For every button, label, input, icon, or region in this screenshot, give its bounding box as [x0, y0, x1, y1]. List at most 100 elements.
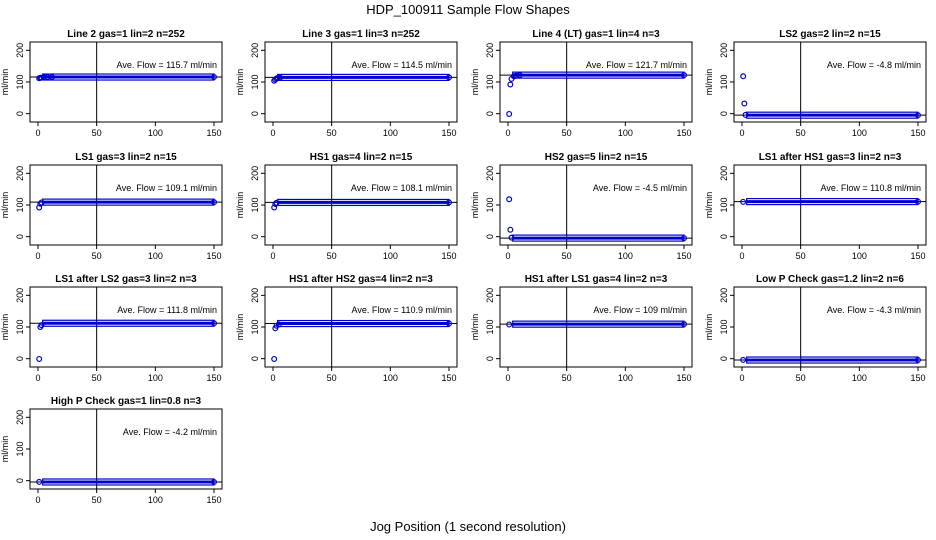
- panel-2: Line 3 gas=1 lin=3 n=252 0 100 200 ml/min 0 50…: [235, 29, 458, 138]
- figure-title: HDP_100911 Sample Flow Shapes: [366, 2, 570, 17]
- data-point: [446, 199, 453, 206]
- data-point: [742, 111, 749, 118]
- panel-title: HS2 gas=5 lin=2 n=15: [545, 152, 648, 163]
- panel-title: HS1 after HS2 gas=4 lin=2 n=3: [289, 274, 433, 285]
- panel-4: LS2 gas=2 lin=2 n=15 0 100 200 ml/min 0 50 100 1…: [704, 29, 927, 138]
- average-flow-annotation: Ave. Flow = 108.1 ml/min: [351, 183, 452, 193]
- y-axis-label: ml/min: [0, 314, 10, 341]
- x-tick-label: 50: [562, 128, 572, 138]
- average-flow-annotation: Ave. Flow = -4.3 ml/min: [827, 305, 921, 315]
- x-tick-label: 150: [676, 251, 691, 261]
- panel-8: LS1 after HS1 gas=3 lin=2 n=3 0 100 200 ml/m…: [704, 152, 927, 261]
- panel-1: Line 2 gas=1 lin=2 n=252 0 100 200 ml/min 0 50…: [0, 29, 223, 138]
- data-point: [516, 72, 523, 79]
- average-flow-annotation: Ave. Flow = 109.1 ml/min: [116, 183, 217, 193]
- x-tick-label: 50: [327, 128, 337, 138]
- y-tick-label: 0: [719, 356, 729, 361]
- x-tick-label: 50: [92, 495, 102, 505]
- panel-5: LS1 gas=3 lin=2 n=15 0 100 200 ml/min 0 50 100 1…: [0, 152, 223, 261]
- data-point: [740, 73, 747, 80]
- panel-12: Low P Check gas=1.2 lin=2 n=6 0 100 200 ml/m…: [704, 274, 927, 383]
- x-tick-label: 0: [505, 251, 510, 261]
- y-axis-label: ml/min: [235, 69, 245, 96]
- data-point: [446, 320, 453, 327]
- panel-title: LS2 gas=2 lin=2 n=15: [779, 29, 881, 40]
- data-point: [211, 478, 218, 485]
- x-tick-label: 100: [148, 373, 163, 383]
- x-tick-label: 0: [270, 373, 275, 383]
- data-point: [271, 355, 278, 362]
- data-point: [36, 478, 43, 485]
- x-tick-label: 50: [796, 128, 806, 138]
- panel-title: Line 2 gas=1 lin=2 n=252: [67, 29, 185, 40]
- y-tick-label: 200: [485, 166, 495, 181]
- data-point: [914, 198, 921, 205]
- panel-title: LS1 after HS1 gas=3 lin=2 n=3: [759, 152, 902, 163]
- y-axis-label: ml/min: [0, 69, 10, 96]
- y-axis-label: ml/min: [470, 314, 480, 341]
- x-tick-label: 150: [206, 251, 221, 261]
- data-point: [36, 204, 43, 211]
- x-tick-label: 100: [852, 251, 867, 261]
- data-point: [37, 200, 44, 207]
- data-point: [211, 320, 218, 327]
- panel-13: High P Check gas=1 lin=0.8 n=3 0 100 200 ml/…: [0, 396, 223, 505]
- plot-frame: [499, 41, 693, 123]
- x-tick-label: 50: [327, 373, 337, 383]
- y-tick-label: 200: [250, 166, 260, 181]
- average-flow-annotation: Ave. Flow = -4.8 ml/min: [827, 60, 921, 70]
- y-tick-label: 0: [719, 234, 729, 239]
- data-point: [513, 72, 520, 79]
- data-point: [211, 199, 218, 206]
- panel-11: HS1 after LS1 gas=4 lin=2 n=3 0 100 200 ml/m…: [470, 274, 693, 383]
- y-tick-label: 200: [15, 288, 25, 303]
- y-tick-label: 100: [15, 441, 25, 456]
- x-tick-label: 150: [910, 251, 925, 261]
- x-tick-label: 50: [796, 251, 806, 261]
- plot-frame: [29, 41, 223, 123]
- data-point: [446, 74, 453, 81]
- x-tick-label: 0: [505, 373, 510, 383]
- average-flow-annotation: Ave. Flow = 115.7 ml/min: [117, 60, 217, 70]
- x-tick-label: 0: [35, 128, 40, 138]
- y-tick-label: 0: [250, 111, 260, 116]
- panel-7: HS2 gas=5 lin=2 n=15 0 100 200 ml/min 0 50 100 1…: [470, 152, 693, 261]
- data-point: [273, 199, 280, 206]
- y-axis-label: ml/min: [235, 314, 245, 341]
- data-point: [49, 74, 56, 81]
- data-point: [275, 321, 282, 328]
- average-flow-annotation: Ave. Flow = 110.8 ml/min: [821, 183, 921, 193]
- y-tick-label: 0: [485, 234, 495, 239]
- panel-title: LS1 gas=3 lin=2 n=15: [75, 152, 177, 163]
- x-tick-label: 50: [796, 373, 806, 383]
- y-tick-label: 200: [15, 410, 25, 425]
- y-tick-label: 100: [485, 319, 495, 334]
- x-tick-label: 50: [562, 251, 572, 261]
- data-point: [38, 322, 45, 329]
- x-tick-label: 100: [148, 495, 163, 505]
- data-point: [740, 356, 747, 363]
- x-tick-label: 0: [270, 128, 275, 138]
- x-tick-label: 0: [739, 251, 744, 261]
- x-tick-label: 100: [148, 128, 163, 138]
- x-tick-label: 0: [35, 373, 40, 383]
- y-tick-label: 0: [719, 111, 729, 116]
- data-point: [211, 74, 218, 81]
- x-tick-label: 150: [676, 128, 691, 138]
- panel-title: HS1 after LS1 gas=4 lin=2 n=3: [525, 274, 668, 285]
- data-point: [506, 321, 513, 328]
- y-tick-label: 100: [15, 319, 25, 334]
- y-tick-label: 100: [719, 319, 729, 334]
- data-point: [506, 110, 513, 117]
- x-tick-label: 50: [327, 251, 337, 261]
- x-tick-label: 150: [441, 128, 456, 138]
- y-axis-label: ml/min: [235, 192, 245, 219]
- average-flow-annotation: Ave. Flow = 111.8 ml/min: [117, 305, 217, 315]
- plot-frame: [264, 41, 458, 123]
- average-flow-annotation: Ave. Flow = 110.9 ml/min: [352, 305, 452, 315]
- y-tick-label: 0: [15, 111, 25, 116]
- y-tick-label: 100: [250, 74, 260, 89]
- y-axis-label: ml/min: [704, 314, 714, 341]
- y-tick-label: 100: [485, 197, 495, 212]
